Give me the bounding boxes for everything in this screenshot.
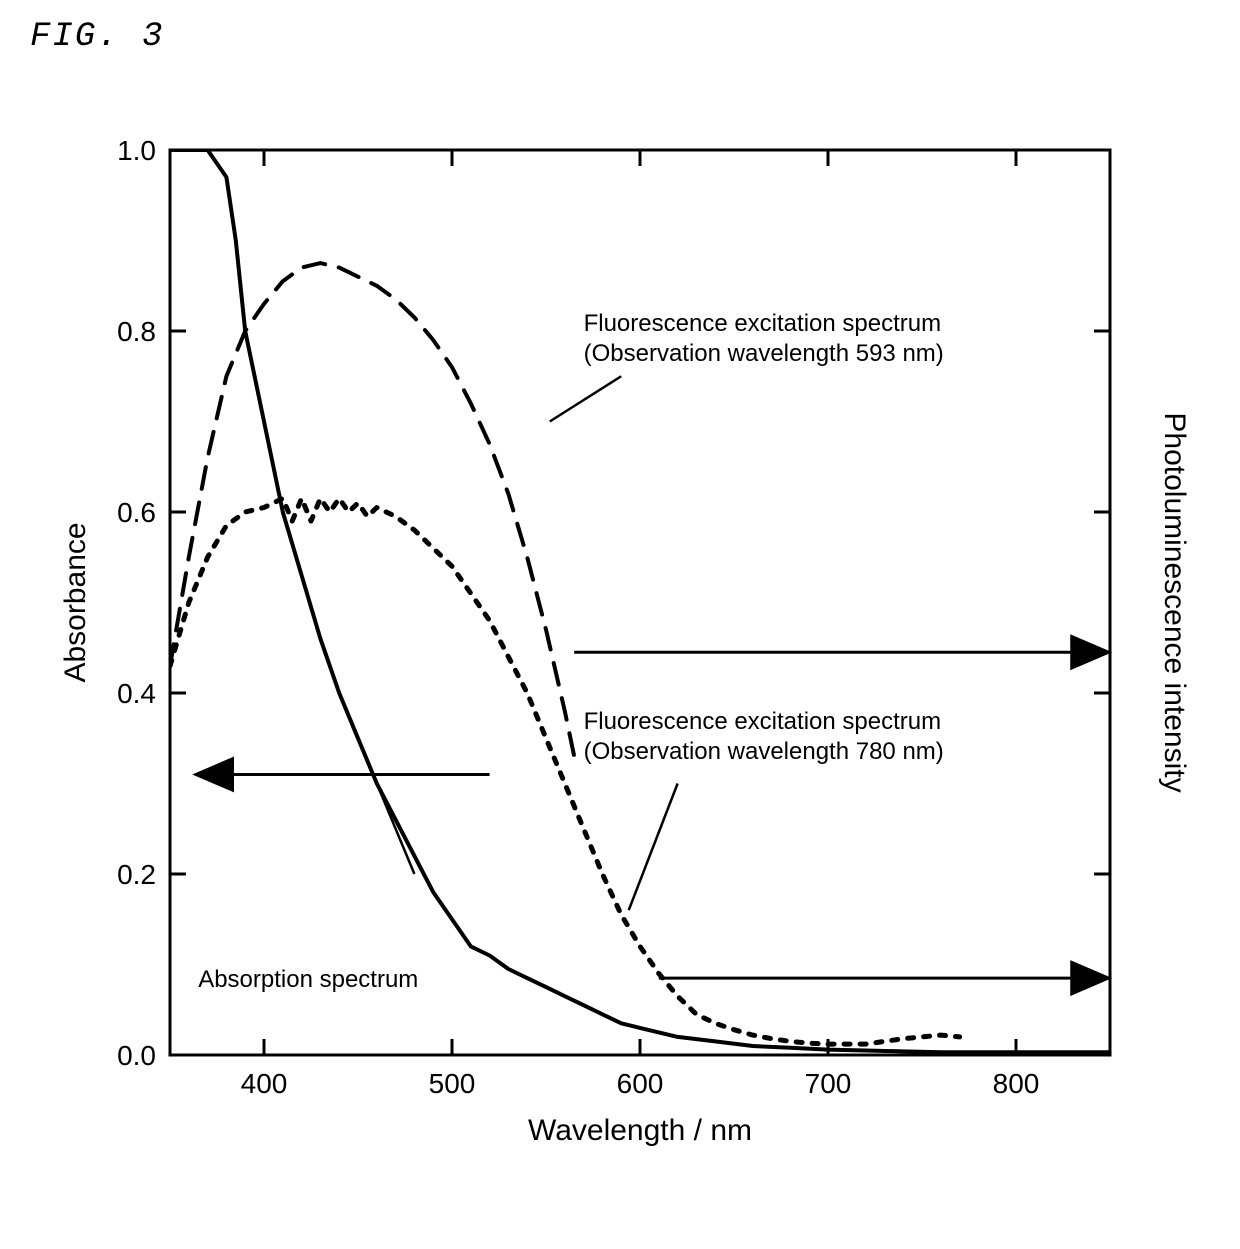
leader-absorption xyxy=(377,784,415,875)
y-tick-label-left: 0.8 xyxy=(117,316,156,347)
y-tick-label-left: 0.6 xyxy=(117,497,156,528)
x-tick-label: 500 xyxy=(429,1068,476,1099)
y-tick-label-left: 0.4 xyxy=(117,678,156,709)
x-tick-label: 800 xyxy=(993,1068,1040,1099)
y-tick-label-left: 1.0 xyxy=(117,135,156,166)
y-tick-label-left: 0.0 xyxy=(117,1040,156,1071)
series-excitation-780 xyxy=(170,498,960,1044)
x-tick-label: 400 xyxy=(241,1068,288,1099)
leader-ex593 xyxy=(550,376,621,421)
y-axis-label-right: Photoluminescence intensity xyxy=(1158,412,1190,792)
chart-container: 400 500 600 700 800 0.0 0.2 0.4 0.6 0.8 1.0 Wavelen… xyxy=(40,120,1190,1190)
y-axis-label-left: Absorbance xyxy=(59,522,92,682)
y-tick-label-left: 0.2 xyxy=(117,859,156,890)
spectrum-chart: 400 500 600 700 800 0.0 0.2 0.4 0.6 0.8 1.0 Wavelen… xyxy=(40,120,1190,1190)
series-absorption xyxy=(170,150,1110,1052)
annotation-absorption: Absorption spectrum xyxy=(198,966,418,993)
annotation-ex780-line2: (Observation wavelength 780 nm) xyxy=(584,738,944,765)
annotation-ex593-line1: Fluorescence excitation spectrum xyxy=(584,310,942,337)
x-tick-label: 600 xyxy=(617,1068,664,1099)
leader-ex780 xyxy=(629,784,678,911)
x-axis-label: Wavelength / nm xyxy=(528,1114,752,1147)
annotation-ex780-line1: Fluorescence excitation spectrum xyxy=(584,708,942,735)
figure-title: FIG. 3 xyxy=(30,18,164,56)
page: FIG. 3 400 500 600 700 800 0.0 0.2 0.4 0.6 0.8 1.0… xyxy=(0,0,1240,1249)
annotation-ex593-line2: (Observation wavelength 593 nm) xyxy=(584,340,944,367)
x-tick-label: 700 xyxy=(805,1068,852,1099)
